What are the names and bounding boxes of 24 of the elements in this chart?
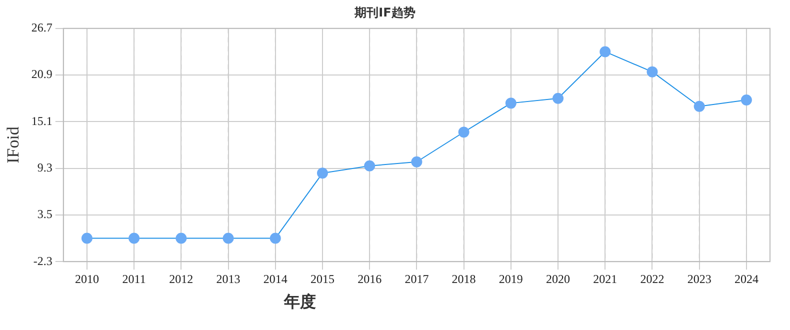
y-tick-label: 9.3 (37, 160, 52, 174)
x-tick-label: 2019 (498, 272, 523, 286)
y-tick-label: 15.1 (31, 114, 52, 128)
x-tick-label: 2022 (640, 272, 664, 286)
x-tick-label: 2014 (263, 272, 288, 286)
x-tick-label: 2021 (593, 272, 618, 286)
x-tick-label: 2016 (358, 272, 382, 286)
y-tick-label: 26.7 (31, 20, 52, 35)
y-tick-label: 20.9 (31, 67, 52, 82)
y-tick-label: 3.5 (37, 207, 52, 222)
chart-title: 期刊IF趋势 (354, 5, 416, 20)
x-tick-label: 2015 (310, 272, 334, 286)
x-tick-label: 2020 (546, 272, 570, 286)
x-tick-label: 2013 (216, 272, 240, 286)
x-tick-label: 2010 (74, 272, 99, 286)
y-axis-title: IFoid (4, 126, 23, 164)
y-tick-label: -2.3 (33, 254, 52, 268)
x-tick-label: 2023 (687, 272, 712, 286)
x-tick-label: 2012 (169, 272, 194, 286)
x-tick-label: 2017 (404, 272, 429, 286)
x-axis-title: 年度 (282, 292, 317, 313)
x-tick-label: 2018 (452, 272, 476, 286)
x-tick-label: 2024 (734, 272, 758, 286)
x-tick-label: 2011 (122, 272, 146, 286)
